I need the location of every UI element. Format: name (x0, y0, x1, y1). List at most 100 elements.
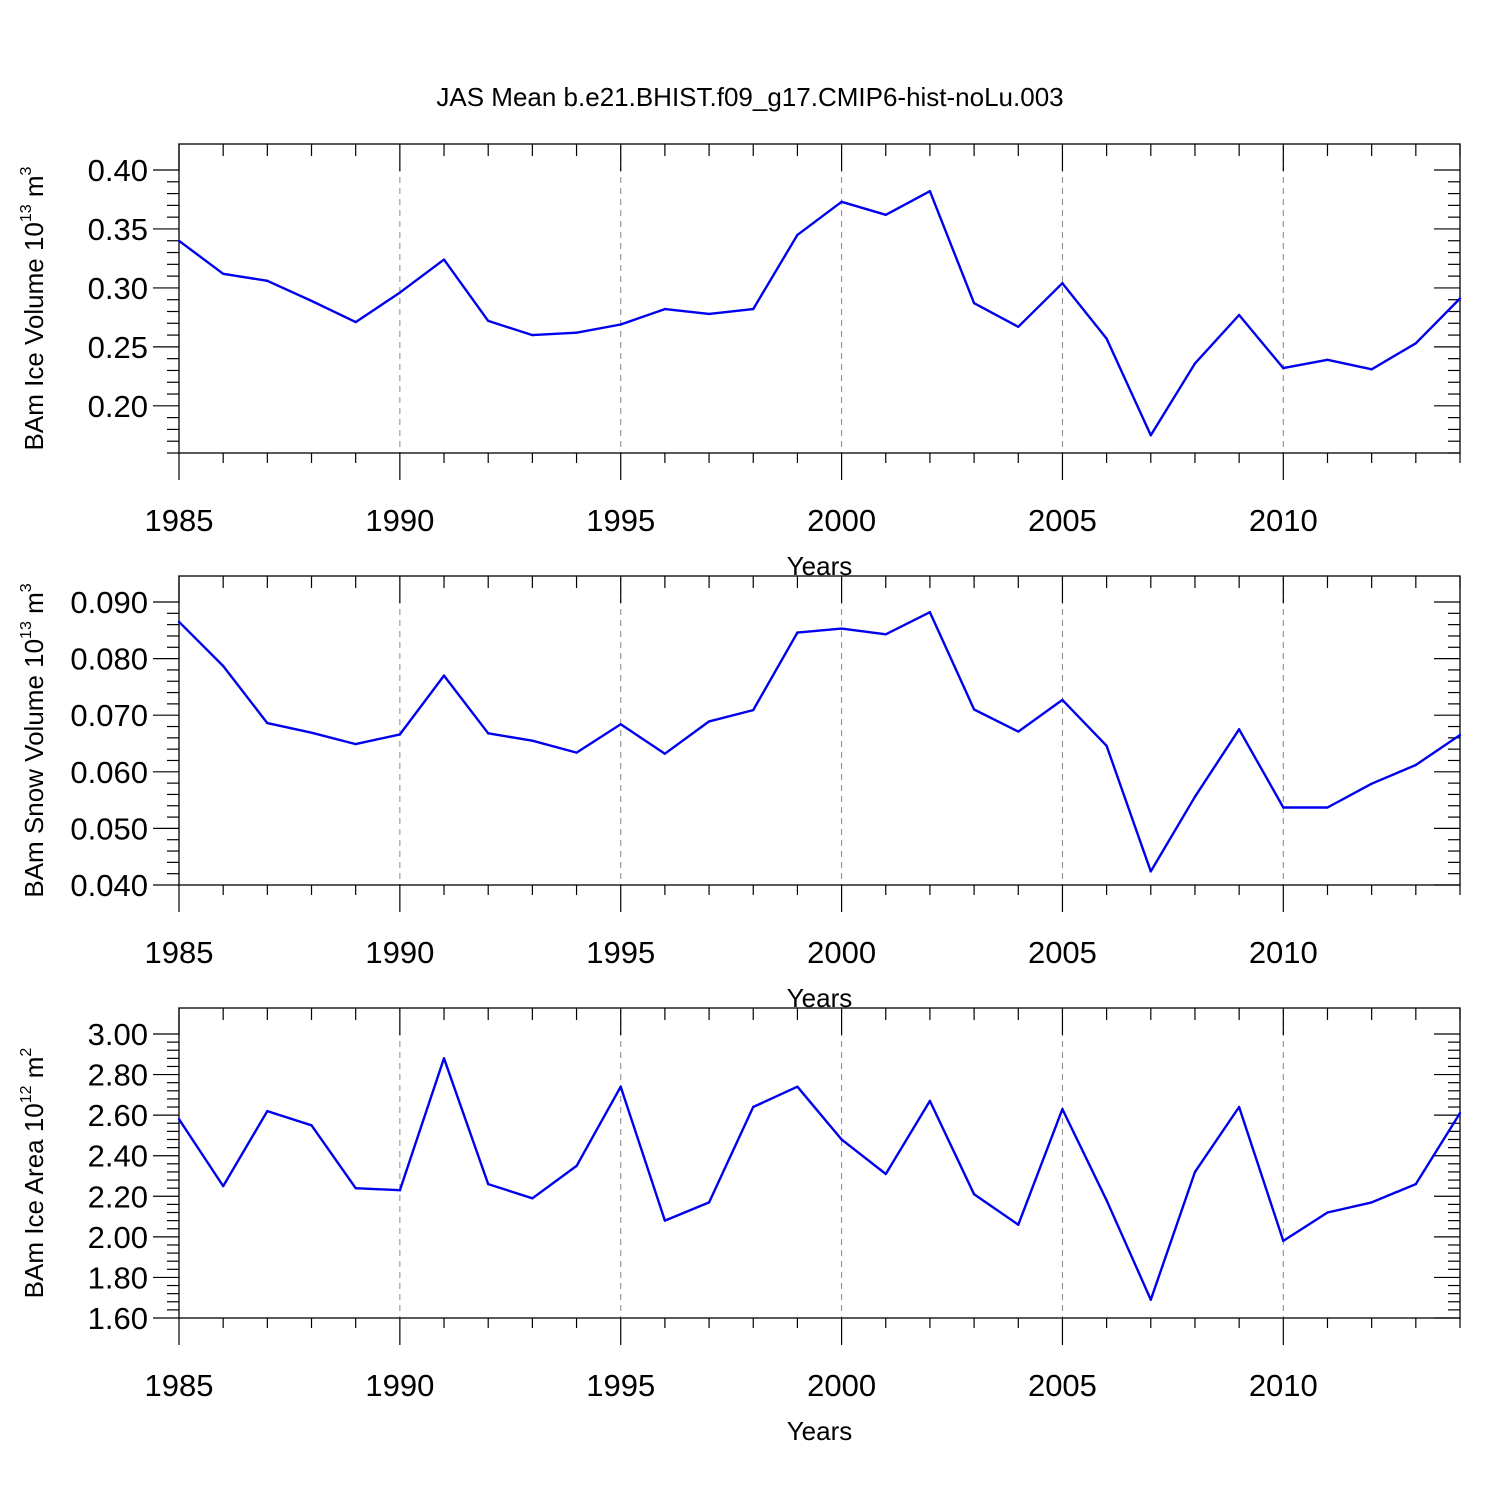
data-point-1985 (177, 1118, 181, 1121)
data-point-1993 (531, 739, 534, 742)
data-point-2001 (884, 213, 887, 216)
data-point-2003 (972, 708, 976, 711)
data-point-1996 (663, 752, 667, 755)
data-point-1999 (796, 233, 799, 237)
data-point-2013 (1414, 1182, 1418, 1186)
y-axis-title-unit: m (19, 1057, 49, 1086)
data-point-1988 (310, 299, 313, 303)
series-line-ice-area (177, 1057, 1462, 1301)
data-point-1995 (619, 1085, 622, 1088)
x-tick-label: 2010 (1249, 935, 1318, 970)
data-point-1997 (707, 312, 711, 316)
data-point-1993 (531, 1197, 534, 1200)
data-point-2001 (884, 1172, 887, 1176)
data-point-2000 (840, 627, 843, 630)
data-point-2010 (1282, 806, 1285, 809)
y-tick-label: 2.80 (88, 1058, 148, 1093)
chart-title: JAS Mean b.e21.BHIST.f09_g17.CMIP6-hist-… (436, 82, 1063, 112)
x-tick-label: 1995 (586, 503, 655, 538)
panel-snow-volume: 0.040 0.050 0.060 0.070 0.080 0.090 1985 1990 19… (18, 575, 1462, 1013)
data-point-2007 (1149, 434, 1153, 437)
y-axis-title-exp: 12 (18, 1085, 35, 1103)
y-axis-title-unit-exp: 3 (18, 583, 35, 592)
x-tick-label: 2010 (1249, 1368, 1318, 1403)
data-point-2013 (1414, 763, 1418, 767)
data-point-2006 (1105, 337, 1108, 340)
x-tick-label: 1995 (586, 935, 655, 970)
data-point-1992 (487, 732, 490, 735)
data-point-1987 (266, 1109, 269, 1113)
y-tick-label: 0.060 (70, 755, 148, 790)
data-point-1998 (752, 708, 755, 712)
x-tick-label: 2000 (807, 503, 876, 538)
x-tick-label: 1985 (145, 935, 214, 970)
data-point-1986 (222, 272, 225, 275)
data-point-1989 (354, 742, 357, 746)
data-point-1999 (796, 1085, 799, 1088)
data-point-2004 (1017, 1223, 1020, 1226)
data-point-2003 (972, 1193, 976, 1196)
data-point-2013 (1414, 342, 1418, 345)
data-point-2003 (972, 302, 976, 305)
x-tick-label: 2000 (807, 935, 876, 970)
plot-frame (178, 575, 1461, 886)
data-point-2006 (1105, 1199, 1108, 1202)
data-point-2007 (1149, 1298, 1153, 1301)
data-point-2001 (884, 633, 887, 636)
y-axis-title-main: BAm Ice Area 10 (19, 1103, 49, 1298)
data-point-1989 (354, 1187, 357, 1190)
y-axis-title-main: BAm Snow Volume 10 (19, 639, 49, 898)
data-point-1994 (575, 751, 578, 754)
y-axis-title-unit-exp: 3 (18, 166, 35, 175)
data-point-2004 (1017, 730, 1020, 733)
data-point-2009 (1237, 313, 1241, 317)
panels: 0.20 0.25 0.30 0.35 0.40 1985 1990 1995 2000 2005… (18, 143, 1462, 1446)
data-point-1991 (442, 674, 446, 677)
y-tick-label: 0.040 (70, 868, 148, 903)
data-point-2012 (1370, 368, 1373, 371)
y-axis-title-unit-exp: 2 (18, 1048, 35, 1057)
y-axis-title-unit: m (19, 175, 49, 204)
y-tick-label: 0.20 (88, 389, 148, 424)
x-tick-label: 1990 (365, 503, 434, 538)
data-point-1987 (266, 279, 269, 282)
data-point-2012 (1370, 782, 1373, 785)
y-axis-title-main: BAm Ice Volume 10 (19, 222, 49, 450)
data-point-2008 (1193, 1170, 1197, 1174)
data-point-1993 (531, 333, 534, 337)
series-line-ice-volume (178, 189, 1461, 437)
y-tick-label: 2.00 (88, 1220, 148, 1255)
data-point-1994 (575, 331, 578, 334)
y-tick-label: 1.80 (88, 1260, 148, 1295)
data-point-2002 (928, 1099, 932, 1103)
data-point-2004 (1017, 325, 1020, 328)
data-point-1991 (442, 258, 446, 261)
data-point-1985 (177, 239, 181, 242)
x-tick-label: 2005 (1028, 1368, 1097, 1403)
y-tick-label: 3.00 (88, 1017, 148, 1052)
x-tick-label: 1995 (586, 1368, 655, 1403)
data-point-2009 (1237, 1105, 1241, 1109)
data-point-1988 (310, 731, 313, 734)
panel-ice-area: 1.60 1.80 2.00 2.20 2.40 2.60 2.80 3.00 1985 1990… (18, 1007, 1462, 1446)
y-tick-label: 1.60 (88, 1301, 148, 1336)
y-axis-title-unit: m (19, 592, 49, 621)
y-tick-label: 2.40 (88, 1139, 148, 1174)
data-point-1995 (619, 323, 622, 326)
data-point-1986 (222, 664, 225, 668)
data-point-2006 (1105, 744, 1108, 747)
data-point-1998 (752, 307, 755, 311)
data-point-1986 (222, 1184, 225, 1188)
data-point-1990 (398, 733, 402, 736)
y-axis-title-exp: 13 (18, 621, 35, 639)
data-point-1996 (663, 307, 667, 311)
data-point-1992 (487, 1182, 490, 1186)
data-point-1990 (398, 1189, 402, 1192)
data-point-2002 (928, 611, 932, 614)
data-point-1994 (575, 1164, 578, 1168)
x-tick-label: 1990 (365, 1368, 434, 1403)
y-tick-label: 0.050 (70, 811, 148, 846)
data-point-1992 (487, 319, 490, 323)
data-point-1996 (663, 1219, 667, 1222)
